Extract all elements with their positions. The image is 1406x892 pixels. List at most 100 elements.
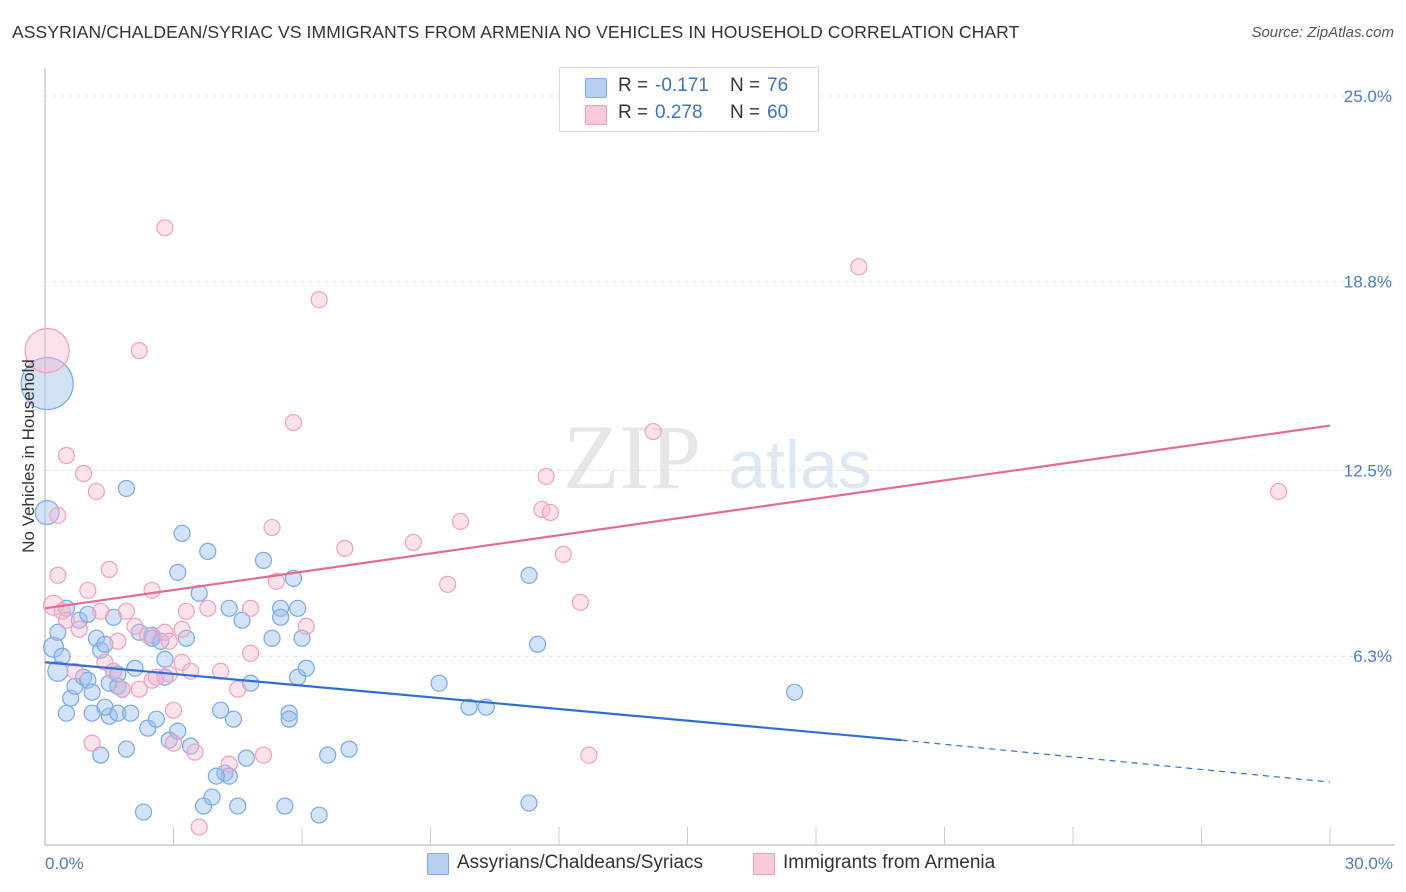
assyrians-point bbox=[20, 357, 74, 411]
armenia-point bbox=[143, 581, 161, 599]
assyrians-point bbox=[109, 704, 127, 722]
y-tick-label: 18.8% bbox=[1344, 273, 1392, 292]
assyrians-point bbox=[83, 683, 101, 701]
legend-swatch-blue bbox=[427, 853, 449, 875]
assyrians-point bbox=[460, 698, 478, 716]
armenia-point bbox=[130, 342, 148, 360]
armenia-point bbox=[92, 602, 110, 620]
assyrians-point bbox=[126, 659, 144, 677]
x-tick-label: 30.0% bbox=[1345, 854, 1393, 873]
armenia-point bbox=[267, 572, 285, 590]
armenia-point bbox=[164, 734, 183, 752]
assyrians-point bbox=[34, 499, 60, 526]
chart-title: ASSYRIAN/CHALDEAN/SYRIAC VS IMMIGRANTS F… bbox=[12, 22, 1020, 42]
armenia-point bbox=[190, 818, 208, 836]
armenia-point bbox=[100, 560, 118, 578]
assyrians-point bbox=[319, 746, 337, 764]
series-armenia-points bbox=[24, 219, 1288, 836]
armenia-point bbox=[70, 620, 88, 638]
assyrians-point bbox=[156, 650, 174, 668]
assyrians-point bbox=[224, 710, 243, 728]
armenia-point bbox=[541, 503, 560, 522]
armenia-point bbox=[199, 599, 217, 617]
legend-r-label: R = bbox=[618, 102, 649, 123]
legend-r-label: R = bbox=[618, 75, 649, 96]
assyrians-point bbox=[430, 674, 448, 692]
armenia-point bbox=[130, 680, 148, 698]
assyrians-point bbox=[263, 629, 281, 647]
assyrians-point bbox=[199, 542, 217, 560]
assyrians-point bbox=[271, 608, 290, 626]
assyrians-point bbox=[134, 803, 153, 821]
armenia-point bbox=[336, 539, 354, 557]
armenia-point bbox=[186, 743, 204, 761]
assyrians-point bbox=[520, 794, 538, 812]
assyrians-trend-extension bbox=[901, 739, 1331, 783]
armenia-point bbox=[451, 512, 470, 531]
assyrians-point bbox=[117, 479, 135, 498]
armenia-point bbox=[850, 258, 868, 276]
assyrians-point bbox=[139, 719, 157, 737]
x-tick-label: 0.0% bbox=[45, 854, 84, 873]
axes bbox=[44, 68, 1395, 846]
y-axis-label: No Vehicles in Household bbox=[19, 359, 38, 553]
armenia-point bbox=[57, 611, 76, 629]
assyrians-point bbox=[203, 788, 221, 806]
assyrians-point bbox=[310, 806, 328, 824]
legend-row-pink: R = 0.278 N = 60 bbox=[560, 102, 818, 128]
assyrians-point bbox=[220, 599, 238, 617]
assyrians-point bbox=[237, 749, 255, 767]
assyrians-point bbox=[254, 551, 273, 569]
assyrians-point bbox=[289, 599, 307, 617]
assyrians-point bbox=[122, 704, 140, 722]
assyrians-point bbox=[194, 797, 213, 815]
assyrians-point bbox=[528, 635, 547, 653]
armenia-point bbox=[57, 446, 76, 465]
watermark-zip: ZIP bbox=[563, 406, 701, 508]
assyrians-point bbox=[70, 611, 88, 629]
assyrians-point bbox=[92, 746, 110, 764]
y-tick-label: 6.3% bbox=[1353, 647, 1392, 666]
assyrians-point bbox=[117, 740, 135, 758]
series-legend: Assyrians/Chaldeans/Syriacs Immigrants f… bbox=[0, 852, 1406, 878]
armenia-point bbox=[554, 545, 572, 563]
assyrians-point bbox=[520, 566, 538, 584]
y-tick-labels: 6.3% 12.5% 18.8% 25.0% bbox=[1344, 87, 1392, 666]
armenia-point bbox=[242, 644, 260, 662]
armenia-point bbox=[24, 328, 70, 374]
armenia-point bbox=[156, 219, 174, 237]
assyrians-point bbox=[785, 683, 804, 701]
armenia-point bbox=[580, 746, 598, 764]
armenia-point bbox=[104, 662, 123, 680]
assyrians-point bbox=[229, 797, 247, 815]
assyrians-point bbox=[212, 701, 230, 719]
armenia-point bbox=[571, 593, 590, 611]
assyrians-point bbox=[280, 710, 298, 728]
armenia-point bbox=[173, 653, 191, 671]
assyrians-point bbox=[271, 599, 290, 617]
armenia-point bbox=[644, 422, 662, 441]
armenia-point bbox=[66, 662, 84, 680]
legend-label-assyrians: Assyrians/Chaldeans/Syriacs bbox=[457, 852, 704, 873]
legend-n-label: N = bbox=[730, 75, 761, 96]
stats-legend: R = -0.171 N = 76 R = 0.278 N = 60 bbox=[559, 67, 819, 132]
assyrians-point bbox=[147, 710, 165, 728]
assyrians-point bbox=[276, 797, 294, 815]
assyrians-point bbox=[49, 623, 67, 641]
armenia-point bbox=[164, 701, 183, 719]
assyrians-point bbox=[297, 659, 315, 677]
armenia-point bbox=[79, 581, 97, 599]
armenia-point bbox=[173, 620, 191, 638]
legend-r-value: 0.278 bbox=[655, 102, 703, 123]
armenia-point bbox=[113, 680, 131, 698]
legend-row-blue: R = -0.171 N = 76 bbox=[560, 75, 818, 101]
armenia-point bbox=[537, 467, 555, 486]
armenia-trend-line bbox=[44, 424, 1331, 610]
assyrians-point bbox=[42, 636, 65, 658]
armenia-point bbox=[404, 533, 422, 551]
armenia-point bbox=[177, 602, 195, 620]
legend-n-label: N = bbox=[730, 102, 761, 123]
trend-lines bbox=[44, 424, 1331, 783]
gridlines bbox=[45, 95, 1395, 657]
assyrians-point bbox=[47, 660, 69, 682]
